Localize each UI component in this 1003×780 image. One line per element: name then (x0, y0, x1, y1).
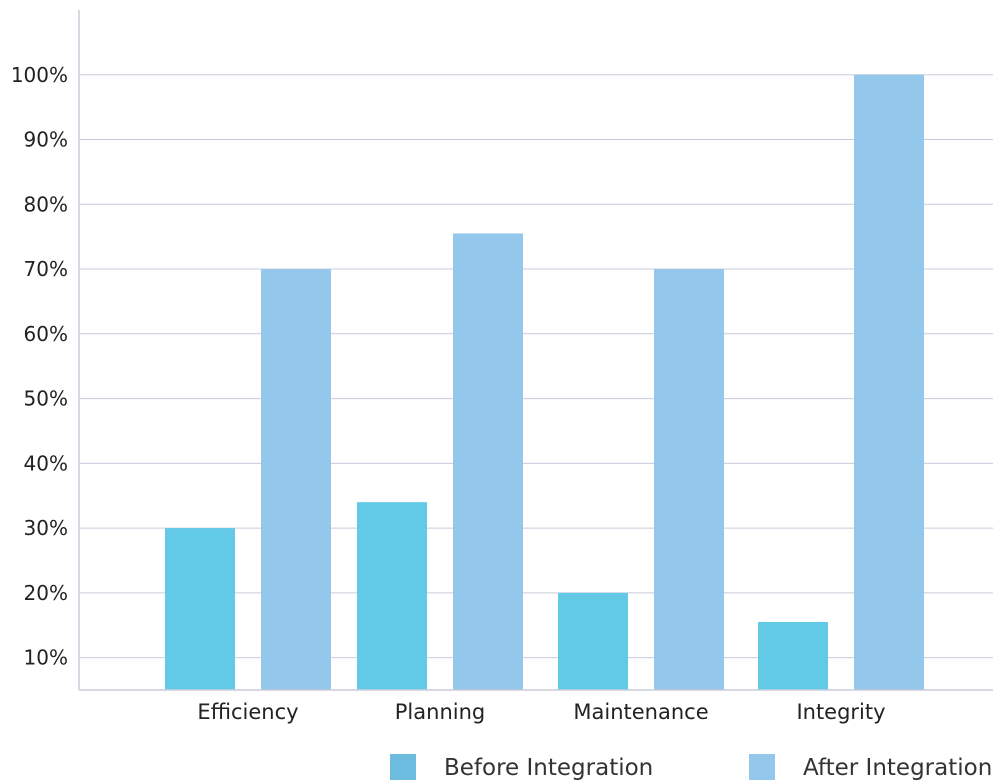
legend-label: Before Integration (444, 755, 653, 780)
x-tick-label: Maintenance (573, 700, 708, 724)
legend-label: After Integration (803, 755, 992, 780)
x-tick-label: Integrity (796, 700, 885, 724)
x-axis-ticks: Efficiency Planning Maintenance Integrity (197, 700, 885, 724)
bar-before-maintenance (558, 592, 628, 690)
y-tick-label: 80% (24, 192, 68, 216)
legend: Before Integration After Integration (390, 754, 992, 780)
x-tick-label: Efficiency (197, 700, 298, 724)
legend-swatch (390, 754, 416, 780)
y-tick-label: 100% (11, 63, 68, 87)
legend-swatch (749, 754, 775, 780)
y-tick-label: 70% (24, 257, 68, 281)
y-tick-label: 40% (24, 451, 68, 475)
bar-before-planning (357, 502, 427, 690)
bar-after-efficiency (261, 269, 331, 690)
y-tick-label: 20% (24, 581, 68, 605)
legend-item-before: Before Integration (390, 754, 653, 780)
x-tick-label: Planning (395, 700, 485, 724)
legend-item-after: After Integration (749, 754, 992, 780)
y-tick-label: 30% (24, 516, 68, 540)
bars (165, 74, 924, 690)
y-tick-label: 60% (24, 322, 68, 346)
axes (78, 10, 993, 691)
y-axis-ticks: 10% 20% 30% 40% 50% 60% 70% 80% 90% 100% (11, 63, 68, 670)
bar-after-integrity (854, 74, 924, 690)
bar-after-maintenance (654, 269, 724, 690)
bar-before-efficiency (165, 528, 235, 690)
bar-after-planning (453, 233, 523, 690)
bar-before-integrity (758, 622, 828, 690)
y-tick-label: 90% (24, 128, 68, 152)
y-tick-label: 10% (24, 646, 68, 670)
y-tick-label: 50% (24, 387, 68, 411)
